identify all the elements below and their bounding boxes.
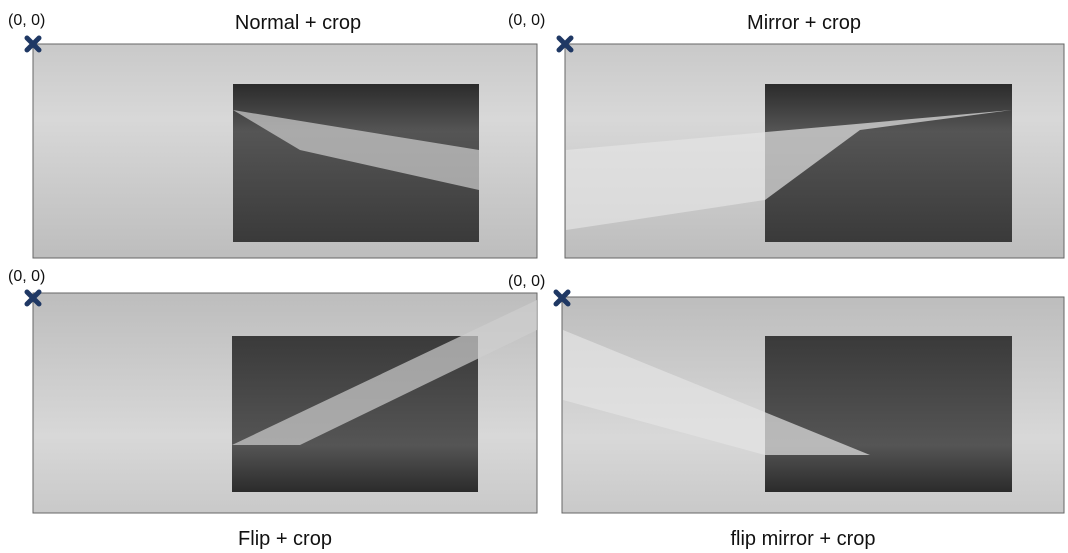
- panel-title: Flip + crop: [238, 528, 332, 550]
- panel-normal: [33, 44, 537, 258]
- figure: Normal + crop Mirror + crop Flip + crop …: [0, 0, 1068, 553]
- panel-title: Normal + crop: [235, 12, 361, 34]
- origin-label: (0, 0): [8, 12, 45, 29]
- panel-flip-mirror: [562, 297, 1064, 513]
- panel-flip: [33, 293, 537, 513]
- panel-title: Mirror + crop: [747, 12, 861, 34]
- origin-label: (0, 0): [508, 12, 545, 29]
- panel-mirror: [565, 44, 1064, 258]
- origin-label: (0, 0): [508, 273, 545, 290]
- diagram: Normal + crop Mirror + crop Flip + crop …: [0, 0, 1068, 553]
- crop-region: [765, 336, 1012, 492]
- origin-label: (0, 0): [8, 268, 45, 285]
- panel-title: flip mirror + crop: [730, 528, 875, 550]
